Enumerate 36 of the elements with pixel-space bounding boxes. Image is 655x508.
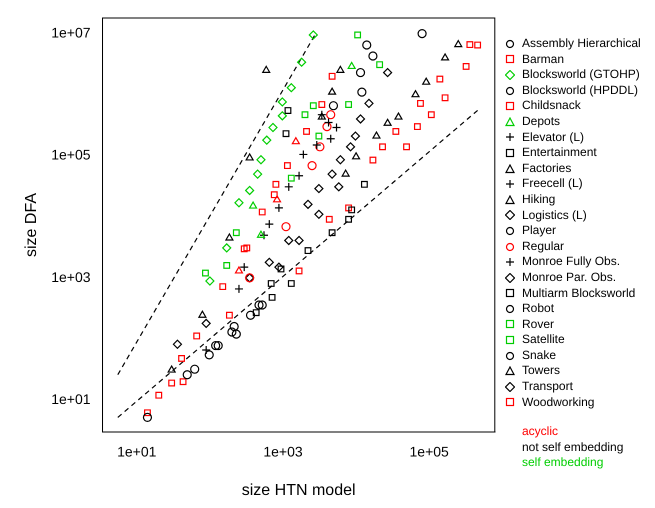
legend-label: Factories bbox=[522, 160, 572, 176]
legend-label: Blocksworld (GTOHP) bbox=[522, 67, 640, 83]
legend-label: Monroe Par. Obs. bbox=[522, 270, 616, 286]
legend-label: Monroe Fully Obs. bbox=[522, 254, 620, 270]
legend-label: Towers bbox=[522, 363, 560, 380]
x-tick-label: 1e+03 bbox=[263, 443, 303, 460]
legend-label: Hiking bbox=[522, 192, 556, 208]
legend-label: Elevator (L) bbox=[522, 130, 584, 146]
y-tick-label: 1e+03 bbox=[51, 268, 91, 285]
legend-label: acyclic bbox=[521, 424, 560, 440]
legend-label: Player bbox=[522, 223, 556, 239]
x-tick-label: 1e+01 bbox=[117, 443, 157, 460]
legend-label: Depots bbox=[522, 114, 560, 130]
legend-label: Satellite bbox=[522, 332, 565, 348]
legend-label: not self embedding bbox=[521, 440, 624, 456]
x-tick-label: 1e+05 bbox=[410, 443, 450, 460]
legend-label: Woodworking bbox=[522, 394, 594, 410]
legend-label: self embedding bbox=[521, 455, 604, 472]
legend-label: Assembly Hierarchical bbox=[522, 36, 641, 52]
legend-label: Barman bbox=[522, 52, 564, 68]
legend-label: Entertainment bbox=[522, 145, 597, 161]
legend-label: Rover bbox=[522, 316, 554, 332]
legend-label: Blocksworld (HPDDL) bbox=[522, 82, 638, 98]
legend-label: Multiarm Blocksworld bbox=[522, 286, 636, 302]
y-tick-label: 1e+07 bbox=[51, 24, 91, 40]
legend-label: Freecell (L) bbox=[522, 176, 583, 192]
legend-label: Logistics (L) bbox=[522, 208, 587, 224]
legend-label: Childsnack bbox=[522, 98, 581, 114]
legend-label: Transport bbox=[522, 379, 573, 395]
legend-label: Snake bbox=[522, 348, 556, 364]
y-tick-label: 1e+01 bbox=[51, 390, 91, 407]
x-axis-title: size HTN model bbox=[242, 482, 356, 499]
y-axis-title: size DFA bbox=[23, 192, 40, 258]
legend-label: Robot bbox=[522, 301, 554, 317]
legend-label: Regular bbox=[522, 238, 564, 254]
y-tick-label: 1e+05 bbox=[51, 146, 91, 163]
